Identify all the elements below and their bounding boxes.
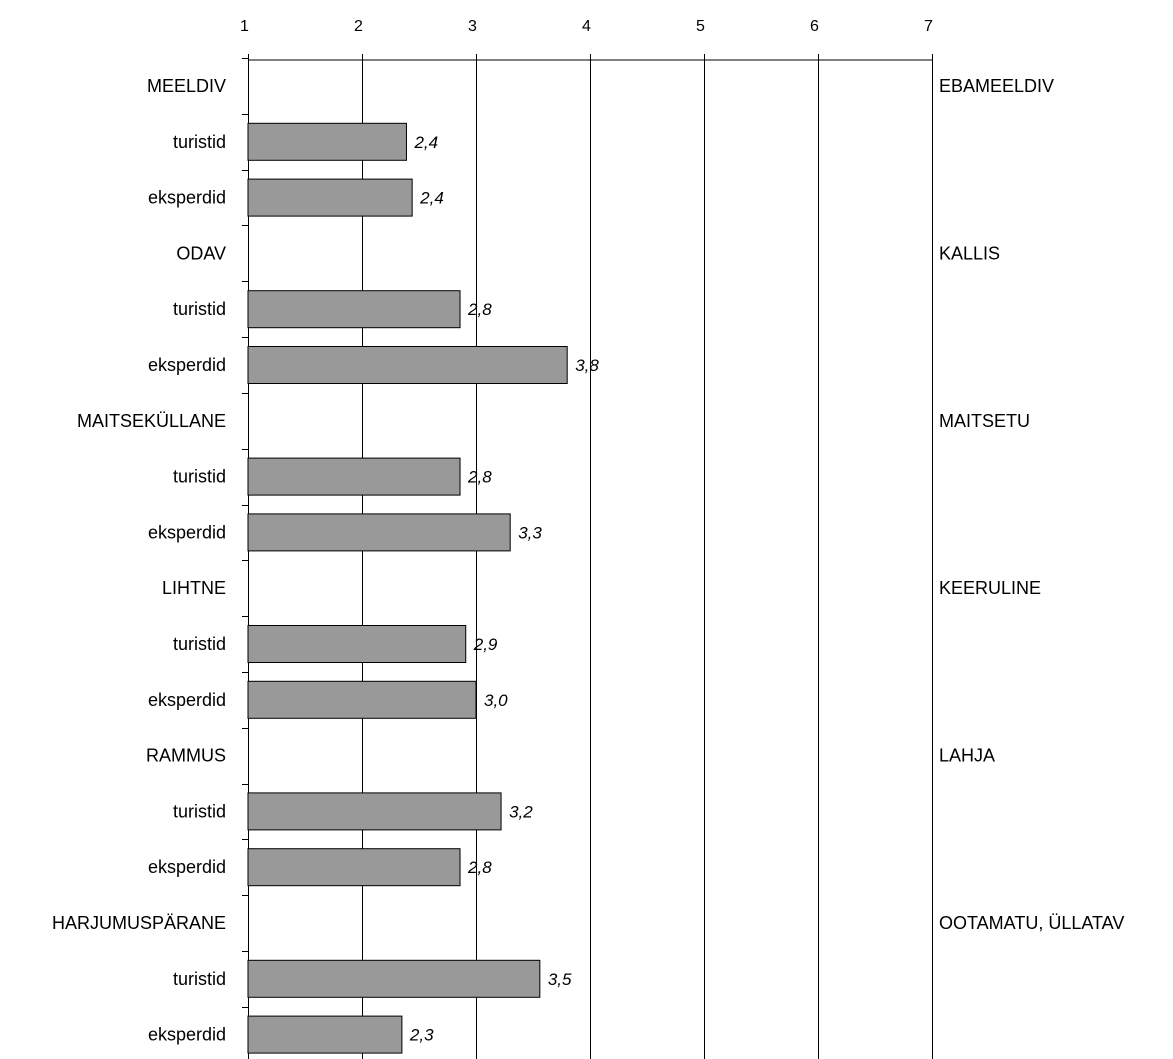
row-label: turistid — [173, 801, 226, 821]
value-label: 2,9 — [473, 635, 498, 654]
row-label: eksperdid — [148, 1025, 226, 1045]
bar-eksperdid — [247, 848, 461, 887]
group-right-label: OOTAMATU, ÜLLATAV — [939, 913, 1124, 933]
group-right-label: MAITSETU — [939, 411, 1030, 431]
group-left-label: LIHTNE — [162, 578, 226, 598]
bar-turistid — [247, 959, 541, 998]
row-label: eksperdid — [148, 355, 226, 375]
value-label: 3,2 — [509, 802, 533, 821]
axis-ticks — [242, 58, 932, 1008]
bar-turistid — [247, 792, 502, 831]
group-left-label: MEELDIV — [147, 76, 226, 96]
group-right-label: LAHJA — [939, 746, 995, 766]
value-label: 3,8 — [575, 356, 599, 375]
row-label: eksperdid — [148, 857, 226, 877]
group-right-label: KALLIS — [939, 243, 1000, 263]
gridlines — [248, 54, 933, 1059]
row-label: turistid — [173, 467, 226, 487]
group-left-label: HARJUMUSPÄRANE — [52, 913, 226, 933]
value-label: 2,8 — [467, 468, 492, 487]
bars — [247, 122, 568, 1054]
bar-eksperdid — [247, 346, 568, 384]
group-left-label: MAITSEKÜLLANE — [77, 411, 226, 431]
bar-eksperdid — [247, 1015, 403, 1054]
x-tick-label: 7 — [924, 18, 933, 35]
value-label: 2,4 — [413, 133, 438, 152]
row-label: turistid — [173, 634, 226, 654]
row-label: turistid — [173, 132, 226, 152]
bar-turistid — [247, 122, 407, 161]
value-label: 2,8 — [467, 858, 492, 877]
value-label: 3,3 — [518, 523, 542, 542]
group-left-label: ODAV — [176, 243, 226, 263]
value-label: 3,0 — [484, 691, 508, 710]
x-tick-label: 1 — [240, 18, 249, 35]
bar-turistid — [247, 625, 467, 663]
row-label: turistid — [173, 969, 226, 989]
bar-turistid — [247, 290, 461, 329]
bar-eksperdid — [247, 680, 477, 719]
group-left-label: RAMMUS — [146, 746, 226, 766]
labels: 1 2 3 4 5 6 7 MEELDIV EBAMEELDIV turistid 2,4 ekspe… — [52, 18, 1124, 1045]
group-right-label: EBAMEELDIV — [939, 76, 1054, 96]
x-tick-label: 3 — [468, 18, 477, 35]
bar-turistid — [247, 457, 461, 496]
row-label: eksperdid — [148, 690, 226, 710]
row-label: turistid — [173, 299, 226, 319]
row-label: eksperdid — [148, 522, 226, 542]
x-tick-label: 5 — [696, 18, 705, 35]
row-label: eksperdid — [148, 188, 226, 208]
bar-eksperdid — [247, 513, 511, 552]
x-tick-label: 2 — [354, 18, 363, 35]
value-label: 2,4 — [419, 189, 444, 208]
x-tick-label: 6 — [810, 18, 819, 35]
bar-eksperdid — [247, 178, 413, 217]
x-tick-label: 4 — [582, 18, 591, 35]
value-label: 2,8 — [467, 300, 492, 319]
value-label: 3,5 — [548, 970, 572, 989]
group-right-label: KEERULINE — [939, 578, 1041, 598]
value-label: 2,3 — [409, 1026, 434, 1045]
